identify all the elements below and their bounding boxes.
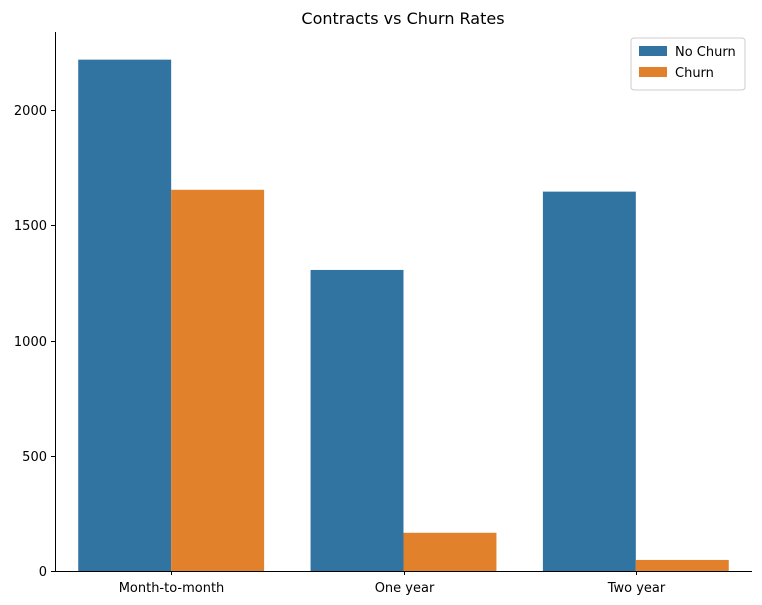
y-tick-label: 0 xyxy=(39,565,47,580)
bar-group xyxy=(78,59,729,572)
bar-no-churn-one-year xyxy=(310,269,404,571)
bar-churn-two-year xyxy=(635,559,729,571)
x-tick-label: Month-to-month xyxy=(119,581,225,596)
bar-churn-month-to-month xyxy=(171,189,265,572)
x-tick-label: Two year xyxy=(607,581,666,596)
bar-churn-one-year xyxy=(403,532,497,571)
bar-no-churn-month-to-month xyxy=(78,59,172,572)
chart-title: Contracts vs Churn Rates xyxy=(301,9,504,28)
x-tick-label: One year xyxy=(375,581,435,596)
y-tick-label: 2000 xyxy=(14,104,47,119)
legend-swatch-churn xyxy=(639,67,667,77)
legend-label-no-churn: No Churn xyxy=(675,45,736,60)
legend-label-churn: Churn xyxy=(675,66,714,81)
legend-swatch-no-churn xyxy=(639,46,667,56)
y-tick-label: 1500 xyxy=(14,219,47,234)
y-axis-ticks: 0 500 1000 1500 2000 xyxy=(14,104,55,580)
y-tick-label: 1000 xyxy=(14,335,47,350)
x-axis-ticks: Month-to-month One year Two year xyxy=(119,571,666,596)
y-tick-label: 500 xyxy=(22,450,47,465)
legend: No Churn Churn xyxy=(630,37,746,91)
bar-no-churn-two-year xyxy=(542,191,636,571)
